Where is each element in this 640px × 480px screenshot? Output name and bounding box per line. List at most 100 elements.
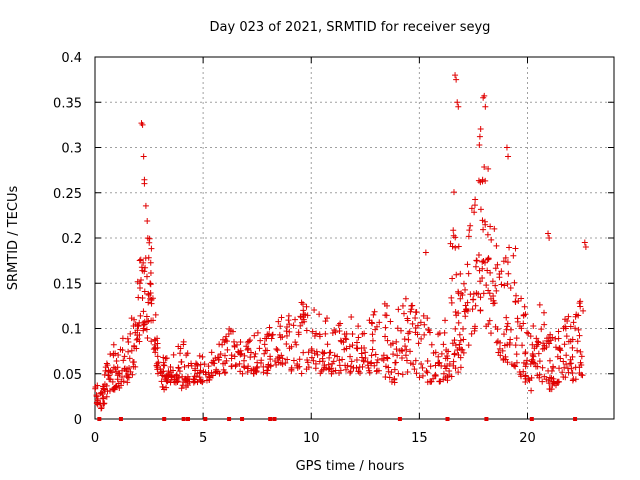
data-point <box>337 367 344 374</box>
data-point <box>223 357 230 364</box>
data-point <box>536 358 543 365</box>
data-point <box>416 374 423 381</box>
data-point <box>507 336 514 343</box>
data-point <box>365 365 372 372</box>
data-point <box>492 323 499 330</box>
data-point <box>538 326 545 333</box>
data-point <box>473 257 480 264</box>
data-point <box>457 364 464 371</box>
data-point <box>231 353 238 360</box>
data-point <box>199 353 206 360</box>
data-point <box>413 309 420 316</box>
data-point <box>384 302 391 309</box>
data-point <box>237 351 244 358</box>
data-point <box>497 339 504 346</box>
data-point <box>376 319 383 326</box>
data-point <box>124 379 131 386</box>
data-point <box>419 372 426 379</box>
data-point <box>110 341 117 348</box>
x-tick-label: 5 <box>199 431 207 446</box>
data-point <box>274 355 281 362</box>
x-tick-label: 0 <box>91 431 99 446</box>
data-point <box>137 312 144 319</box>
data-point <box>168 376 175 383</box>
data-point <box>576 364 583 371</box>
data-point <box>140 153 147 160</box>
data-point <box>227 327 234 334</box>
data-point <box>409 302 416 309</box>
data-point <box>511 362 518 369</box>
data-point <box>570 319 577 326</box>
data-point <box>462 286 469 293</box>
data-point <box>556 346 563 353</box>
zero-marker <box>529 417 534 421</box>
data-point <box>455 352 462 359</box>
data-point <box>464 299 471 306</box>
data-point <box>408 306 415 313</box>
data-point <box>451 337 458 344</box>
data-point <box>382 324 389 331</box>
data-point <box>572 313 579 320</box>
data-point <box>413 370 420 377</box>
data-point <box>304 312 311 319</box>
y-tick-label: 0 <box>74 413 82 428</box>
data-point <box>332 329 339 336</box>
y-tick-label: 0.25 <box>53 187 82 202</box>
data-point <box>576 332 583 339</box>
data-point <box>539 364 546 371</box>
data-point <box>410 361 417 368</box>
zero-marker <box>227 417 232 421</box>
data-point <box>488 236 495 243</box>
data-point <box>260 369 267 376</box>
data-point <box>236 360 243 367</box>
data-point <box>145 299 152 306</box>
data-point <box>277 323 284 330</box>
data-point <box>158 368 165 375</box>
data-point <box>334 353 341 360</box>
data-point <box>336 362 343 369</box>
data-point <box>483 282 490 289</box>
data-point <box>133 336 140 343</box>
data-point <box>409 320 416 327</box>
data-point <box>300 349 307 356</box>
data-point <box>430 375 437 382</box>
data-point <box>492 265 499 272</box>
data-point <box>548 368 555 375</box>
data-point <box>346 343 353 350</box>
data-point <box>154 360 161 367</box>
data-point <box>529 341 536 348</box>
data-point <box>353 364 360 371</box>
data-point <box>368 352 375 359</box>
data-point <box>214 368 221 375</box>
data-point <box>423 368 430 375</box>
data-point <box>562 374 569 381</box>
data-point <box>243 343 250 350</box>
data-point <box>493 242 500 249</box>
data-point <box>247 337 254 344</box>
data-point <box>343 330 350 337</box>
data-point <box>237 339 244 346</box>
data-point <box>425 326 432 333</box>
data-point <box>330 368 337 375</box>
data-point <box>398 355 405 362</box>
data-point <box>422 249 429 256</box>
data-point <box>567 323 574 330</box>
data-point <box>451 351 458 358</box>
data-point <box>327 349 334 356</box>
data-point <box>446 368 453 375</box>
data-point <box>296 356 303 363</box>
data-point <box>475 177 482 184</box>
data-point <box>241 364 248 371</box>
data-point <box>196 352 203 359</box>
data-point <box>384 355 391 362</box>
data-point <box>286 328 293 335</box>
data-point <box>332 367 339 374</box>
data-point <box>569 370 576 377</box>
data-point <box>114 364 121 371</box>
data-point <box>170 351 177 358</box>
data-point <box>266 324 273 331</box>
x-tick-label: 10 <box>303 431 320 446</box>
data-point <box>436 378 443 385</box>
data-point <box>521 303 528 310</box>
data-point <box>470 296 477 303</box>
